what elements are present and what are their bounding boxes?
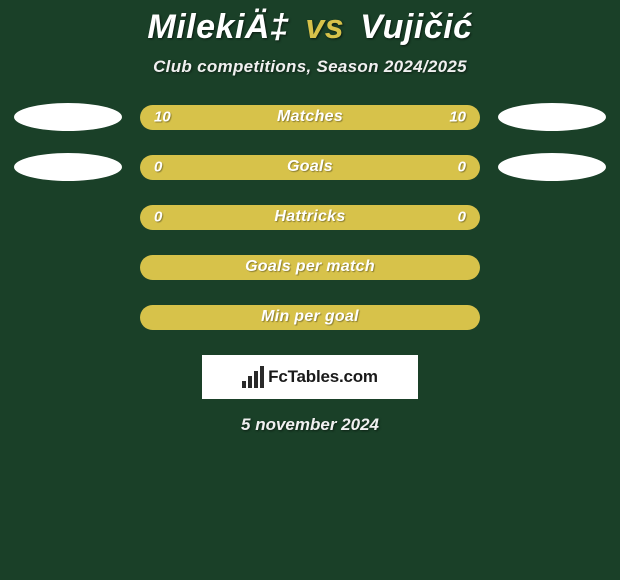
subtitle: Club competitions, Season 2024/2025 [153,57,467,77]
stat-row: Goals per match [14,253,606,281]
stat-row: 10 Matches 10 [14,103,606,131]
player1-name: MilekiÄ‡ [147,8,289,46]
left-ellipse [14,153,122,181]
right-ellipse [498,103,606,131]
stat-right-value: 0 [458,209,466,226]
stat-label: Hattricks [274,208,345,226]
stat-left-value: 0 [154,159,162,176]
left-ellipse [14,103,122,131]
player2-name: Vujičić [360,8,473,46]
ellipse-spacer [498,253,606,281]
stat-bar: 0 Hattricks 0 [140,205,480,230]
stat-label: Min per goal [261,308,359,326]
stat-label: Matches [277,108,343,126]
stat-left-value: 0 [154,209,162,226]
branding-text: FcTables.com [268,367,378,387]
branding-box[interactable]: FcTables.com [202,355,418,399]
stats-region: 10 Matches 10 0 Goals 0 0 Hattricks 0 Goals per m… [14,103,606,353]
page-title: MilekiÄ‡ vs Vujičić [147,8,472,47]
stat-label: Goals [287,158,333,176]
stat-bar: Min per goal [140,305,480,330]
stat-label: Goals per match [245,258,375,276]
ellipse-spacer [14,203,122,231]
main-container: MilekiÄ‡ vs Vujičić Club competitions, S… [0,0,620,435]
ellipse-spacer [498,203,606,231]
stat-row: 0 Goals 0 [14,153,606,181]
stat-bar: 0 Goals 0 [140,155,480,180]
date-text: 5 november 2024 [241,415,379,435]
ellipse-spacer [14,253,122,281]
right-ellipse [498,153,606,181]
ellipse-spacer [14,303,122,331]
stat-row: Min per goal [14,303,606,331]
stat-right-value: 0 [458,159,466,176]
stat-left-value: 10 [154,109,171,126]
ellipse-spacer [498,303,606,331]
stat-bar: 10 Matches 10 [140,105,480,130]
stat-bar: Goals per match [140,255,480,280]
stat-row: 0 Hattricks 0 [14,203,606,231]
vs-label: vs [305,8,344,46]
stat-right-value: 10 [449,109,466,126]
bar-chart-icon [242,366,264,388]
